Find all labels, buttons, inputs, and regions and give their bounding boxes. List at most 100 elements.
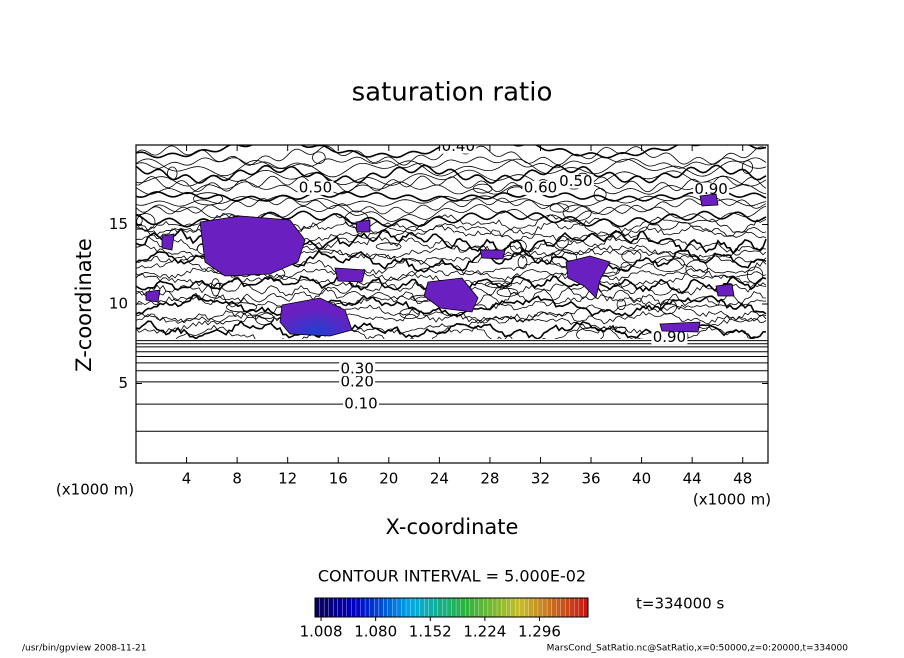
label-background xyxy=(522,180,559,195)
x-tick-label: 4 xyxy=(182,470,192,488)
footer: MarsCond_SatRatio.nc@SatRatio,x=0:50000,… xyxy=(547,644,849,654)
colorbar-cell xyxy=(501,597,507,618)
plot-area: 0.100.200.300.400.50 0.60 0.50 0.900.90 xyxy=(136,137,768,463)
label-background xyxy=(440,145,477,154)
contour-label: 0.30 xyxy=(340,360,373,378)
contour-line xyxy=(136,169,767,187)
contour-label: 0.90 xyxy=(694,180,727,198)
colorbar-cell xyxy=(460,597,466,618)
colorbar-cell xyxy=(355,597,361,618)
colorbar-cell xyxy=(560,597,566,618)
contour-line xyxy=(549,203,569,213)
contour-line xyxy=(136,158,767,178)
colorbar-cell xyxy=(351,597,357,618)
x-tick-label: 24 xyxy=(430,470,449,488)
colorbar-cell xyxy=(405,597,411,618)
x-tick-label: 28 xyxy=(480,470,499,488)
colorbar-cell xyxy=(333,597,339,618)
contour-line xyxy=(485,280,513,289)
colorbar-cell xyxy=(515,597,521,618)
x-tick-label: 20 xyxy=(379,470,398,488)
colorbar: 1.008 1.080 1.152 1.224 1.296 xyxy=(300,597,589,641)
chart-title: saturation ratio xyxy=(352,78,553,108)
contour-line xyxy=(167,166,178,181)
contour-line xyxy=(225,302,258,313)
contour-line xyxy=(593,188,607,202)
contour-label: 0.40 xyxy=(442,137,475,155)
contour-line xyxy=(193,192,224,206)
colorbar-cell xyxy=(360,597,366,618)
label-background xyxy=(339,374,376,389)
colorbar-cell xyxy=(464,597,471,618)
region xyxy=(659,321,701,333)
contour-line xyxy=(136,175,767,193)
region xyxy=(423,277,479,313)
contour-line xyxy=(556,235,569,249)
colorbar-tick-label: 1.152 xyxy=(409,623,452,641)
colorbar-cell xyxy=(528,597,534,618)
contour-label: 0.50 xyxy=(559,172,592,190)
contour-interval: CONTOUR INTERVAL = 5.000E-02 xyxy=(318,567,586,586)
label-background xyxy=(342,397,379,412)
region xyxy=(479,249,506,260)
colorbar-cell xyxy=(373,597,380,618)
contour-line xyxy=(652,255,685,272)
colorbar-cell xyxy=(537,597,543,618)
colorbar-cell xyxy=(442,597,448,618)
contour-line xyxy=(136,302,767,324)
colorbar-cell xyxy=(428,597,434,618)
colorbar-cell xyxy=(451,597,457,618)
contour-label: 0.10 xyxy=(344,395,377,413)
y-tick-label: 10 xyxy=(109,295,128,313)
colorbar-cell xyxy=(346,597,352,618)
colorbar-cell xyxy=(519,597,525,618)
label-background xyxy=(693,182,730,197)
contour-line xyxy=(509,239,527,254)
contour-line xyxy=(685,259,708,279)
x-tick-label: 40 xyxy=(632,470,651,488)
y-axis-label: Z-coordinate xyxy=(72,238,96,372)
colorbar-cell xyxy=(433,597,439,618)
contour-line xyxy=(615,326,627,334)
contour-line xyxy=(660,299,677,315)
contour-line xyxy=(375,242,402,251)
label-background xyxy=(557,174,594,189)
colorbar-cell xyxy=(546,597,553,618)
colorbar-cell xyxy=(487,597,493,618)
y-tick-label: 5 xyxy=(118,374,128,392)
x-unit: (x1000 m) xyxy=(56,481,134,499)
colorbar-cell xyxy=(323,597,330,618)
contour-line xyxy=(136,181,767,195)
colorbar-cell xyxy=(437,597,443,618)
colorbar-cell xyxy=(410,597,416,618)
x-unit: (x1000 m) xyxy=(693,491,771,509)
supersaturated-regions xyxy=(145,193,735,337)
colorbar-tick-label: 1.008 xyxy=(300,623,343,641)
colorbar-cell xyxy=(319,597,325,618)
colorbar-cell xyxy=(542,597,548,618)
contour-line xyxy=(399,308,420,319)
colorbar-cell xyxy=(496,597,502,618)
y-tick-label: 15 xyxy=(109,215,128,233)
colorbar-cell xyxy=(578,597,584,618)
colorbar-cell xyxy=(455,597,462,618)
region xyxy=(199,215,306,277)
contour-line xyxy=(136,156,767,169)
colorbar-cell xyxy=(392,597,398,618)
colorbar-cell xyxy=(556,597,562,618)
colorbar-cell xyxy=(387,597,393,618)
colorbar-cell xyxy=(569,597,575,618)
contour-line xyxy=(136,213,156,231)
contour-line xyxy=(620,261,631,273)
region xyxy=(565,255,611,299)
contour-label: 0.20 xyxy=(340,372,373,390)
colorbar-cell xyxy=(492,597,498,618)
colorbar-cell xyxy=(378,597,384,618)
region xyxy=(355,219,371,233)
colorbar-cell xyxy=(424,597,430,618)
contour-line xyxy=(136,310,767,325)
contour-line xyxy=(550,249,578,268)
colorbar-cell xyxy=(469,597,475,618)
